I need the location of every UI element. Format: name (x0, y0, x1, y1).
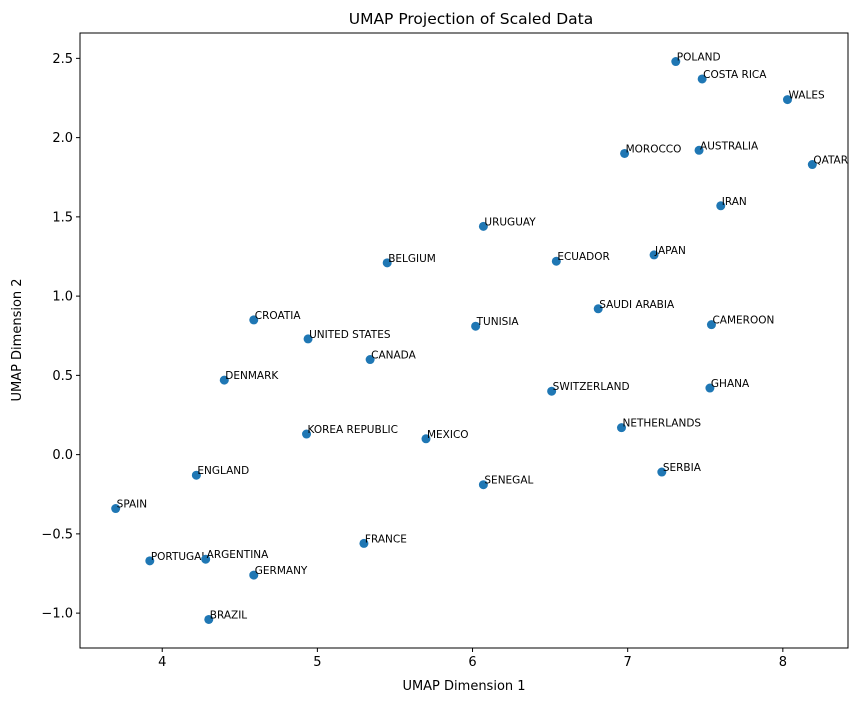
y-tick-label: 2.0 (52, 131, 73, 146)
point-label: SENEGAL (484, 475, 533, 487)
point-label: DENMARK (225, 370, 279, 382)
point-label: CANADA (371, 350, 416, 362)
point-label: BELGIUM (388, 253, 436, 265)
x-tick-label: 6 (468, 655, 476, 670)
point-label: NETHERLANDS (622, 418, 701, 430)
data-point (620, 148, 630, 158)
y-tick-label: 0.5 (52, 369, 73, 384)
y-tick-label: 1.0 (52, 290, 73, 305)
data-point (249, 570, 259, 580)
point-label: MOROCCO (626, 143, 682, 155)
data-point (478, 221, 488, 231)
data-point (382, 258, 392, 268)
point-label: GHANA (711, 378, 750, 390)
data-point (716, 201, 726, 211)
data-point (705, 383, 715, 393)
data-point (478, 480, 488, 490)
plot-area: 4 5 6 7 8 −1.0 −0.5 0.0 0.5 1.0 1.5 2.0 2.5 POLAND COS… (41, 52, 848, 670)
point-label: KOREA REPUBLIC (308, 424, 398, 436)
y-tick-label: 2.5 (52, 52, 73, 67)
point-label: POLAND (677, 52, 721, 64)
data-point (593, 304, 603, 314)
data-point (649, 250, 659, 260)
point-label: URUGUAY (484, 216, 536, 228)
y-tick-label: 0.0 (52, 448, 73, 463)
data-point (365, 355, 375, 365)
point-label: IRAN (722, 196, 747, 208)
data-point (302, 429, 312, 439)
point-label: ENGLAND (197, 465, 249, 477)
point-label: MEXICO (427, 429, 469, 441)
chart-title: UMAP Projection of Scaled Data (349, 10, 594, 28)
data-point (359, 538, 369, 548)
point-label: ECUADOR (557, 251, 609, 263)
data-point (807, 160, 817, 170)
point-label: AUSTRALIA (700, 140, 759, 152)
point-label: COSTA RICA (703, 69, 767, 81)
point-label: TUNISIA (476, 316, 520, 328)
point-label: CROATIA (255, 310, 302, 322)
point-label: FRANCE (365, 533, 407, 545)
point-label: SPAIN (117, 499, 147, 511)
point-label: ARGENTINA (207, 549, 269, 561)
data-point (782, 95, 792, 105)
y-tick-label: −0.5 (41, 527, 73, 542)
data-point (303, 334, 313, 344)
point-label: WALES (788, 90, 824, 102)
data-point (697, 74, 707, 84)
x-tick-label: 4 (158, 655, 166, 670)
data-point (111, 504, 121, 514)
data-point (551, 256, 561, 266)
point-label: CAMEROON (712, 315, 774, 327)
point-label: BRAZIL (210, 609, 248, 621)
data-point (219, 375, 229, 385)
data-point (249, 315, 259, 325)
data-point (204, 614, 214, 624)
data-point (191, 470, 201, 480)
point-label: JAPAN (654, 245, 686, 257)
point-label: PORTUGAL (151, 551, 208, 563)
data-point (145, 556, 155, 566)
x-tick-label: 8 (779, 655, 787, 670)
point-label: UNITED STATES (309, 329, 391, 341)
data-point (694, 145, 704, 155)
point-label: GERMANY (255, 565, 308, 577)
data-point (421, 434, 431, 444)
data-point (201, 554, 211, 564)
point-label: SWITZERLAND (553, 381, 630, 393)
x-axis-label: UMAP Dimension 1 (402, 679, 525, 694)
y-tick-label: −1.0 (41, 607, 73, 622)
point-label: SERBIA (663, 462, 702, 474)
data-point (706, 320, 716, 330)
y-axis-label: UMAP Dimension 2 (10, 278, 25, 401)
data-point (471, 321, 481, 331)
data-point (616, 423, 626, 433)
data-point (671, 57, 681, 67)
data-point (547, 386, 557, 396)
point-label: SAUDI ARABIA (599, 299, 675, 311)
plot-frame (79, 32, 849, 649)
point-label: QATAR (813, 155, 848, 167)
x-tick-label: 7 (624, 655, 632, 670)
y-tick-label: 1.5 (52, 210, 73, 225)
x-tick-label: 5 (313, 655, 321, 670)
data-point (657, 467, 667, 477)
